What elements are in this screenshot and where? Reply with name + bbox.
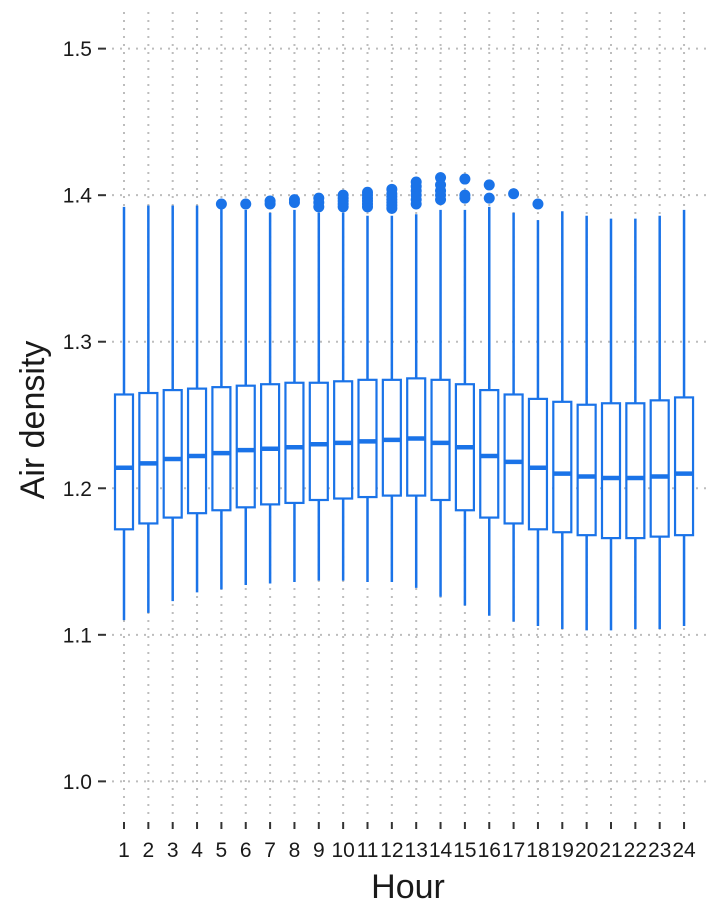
outlier-point [459, 189, 471, 201]
outlier-point [508, 188, 520, 200]
box-hour-4 [186, 205, 208, 593]
x-tick-label: 3 [167, 839, 179, 862]
x-tick-label: 9 [313, 839, 325, 862]
box-iqr [625, 402, 646, 540]
outlier-point [313, 192, 325, 204]
box-hour-21 [600, 218, 622, 631]
outlier-point [362, 186, 373, 198]
box-iqr [430, 378, 451, 502]
x-tick-label: 20 [575, 839, 598, 862]
box-iqr [211, 386, 232, 512]
outlier-point [288, 194, 300, 206]
box-hour-15 [454, 209, 475, 606]
box-iqr [527, 397, 549, 531]
box-iqr [260, 383, 281, 506]
box-iqr [186, 387, 208, 515]
box-iqr [138, 391, 159, 525]
outlier-point [532, 198, 544, 210]
y-tick-label: 1.0 [63, 771, 92, 794]
outlier-point [459, 173, 471, 185]
y-tick-label: 1.1 [63, 624, 92, 647]
x-tick-label: 14 [429, 839, 453, 862]
box-iqr [503, 393, 524, 525]
box-iqr [333, 380, 354, 500]
x-axis-title: Hour [371, 868, 445, 906]
x-tick-label: 8 [289, 839, 301, 862]
x-tick-label: 2 [143, 839, 155, 862]
box-iqr [600, 402, 622, 540]
box-hour-23 [649, 215, 670, 629]
box-hour-2 [138, 205, 159, 613]
box-hour-24 [673, 209, 695, 627]
box-hour-12 [381, 215, 402, 583]
y-tick-label: 1.2 [63, 478, 92, 501]
box-hour-6 [235, 209, 256, 585]
outlier-point [483, 192, 495, 204]
outliers-layer [215, 172, 544, 214]
box-hour-7 [260, 212, 281, 584]
outlier-point [264, 195, 276, 207]
box-iqr [113, 393, 135, 531]
outlier-point [240, 198, 252, 210]
box-iqr [576, 403, 597, 537]
x-tick-label: 4 [191, 839, 203, 862]
box-iqr [552, 400, 573, 534]
x-tick-label: 18 [526, 839, 549, 862]
box-hour-22 [625, 218, 646, 629]
x-tick-label: 1 [118, 839, 130, 862]
box-iqr [284, 381, 305, 505]
outlier-point [410, 176, 422, 188]
box-hour-3 [162, 205, 183, 602]
box-hour-18 [527, 220, 549, 627]
box-hour-20 [576, 215, 597, 631]
outlier-point [337, 189, 349, 201]
outlier-point [215, 198, 227, 210]
box-hour-9 [308, 212, 329, 581]
box-iqr [673, 396, 695, 537]
x-tick-label: 23 [648, 839, 671, 862]
box-hour-19 [552, 211, 573, 629]
y-axis-ticks: 1.0 1.1 1.2 1.3 1.4 1.5 [63, 38, 106, 794]
box-hour-17 [503, 212, 524, 622]
x-tick-label: 15 [453, 839, 476, 862]
outlier-point [483, 179, 495, 191]
box-hour-11 [357, 215, 378, 583]
outlier-point [435, 172, 447, 184]
y-tick-label: 1.4 [63, 185, 93, 208]
box-iqr [357, 378, 378, 499]
boxes-layer [113, 205, 695, 631]
y-tick-label: 1.3 [63, 331, 92, 354]
x-tick-label: 10 [331, 839, 354, 862]
y-axis-title: Air density [14, 341, 52, 500]
box-iqr [162, 388, 183, 519]
box-hour-13 [406, 214, 427, 588]
box-hour-16 [479, 206, 500, 616]
x-tick-label: 11 [357, 839, 379, 862]
box-hour-10 [333, 212, 354, 581]
box-hour-5 [211, 206, 232, 590]
x-tick-label: 22 [624, 839, 647, 862]
x-tick-label: 16 [478, 839, 501, 862]
x-tick-label: 5 [216, 839, 228, 862]
box-iqr [235, 384, 256, 509]
x-tick-label: 17 [502, 839, 525, 862]
x-tick-label: 7 [264, 839, 276, 862]
box-hour-1 [113, 206, 135, 621]
x-tick-label: 12 [380, 839, 403, 862]
box-iqr [649, 399, 670, 538]
box-hour-8 [284, 209, 305, 583]
y-tick-label: 1.5 [63, 38, 92, 61]
x-tick-label: 19 [551, 839, 574, 862]
outlier-point [386, 183, 398, 195]
x-tick-label: 13 [405, 839, 428, 862]
box-iqr [308, 381, 329, 502]
box-hour-14 [430, 209, 451, 597]
x-tick-label: 24 [672, 839, 696, 862]
x-tick-label: 6 [240, 839, 252, 862]
x-tick-label: 21 [599, 839, 622, 862]
x-axis-ticks: 1 2 3 4 5 6 7 8 9 10 11 12 13 14 15 16 17 18 19 20 21 22 23 24 [118, 822, 696, 862]
